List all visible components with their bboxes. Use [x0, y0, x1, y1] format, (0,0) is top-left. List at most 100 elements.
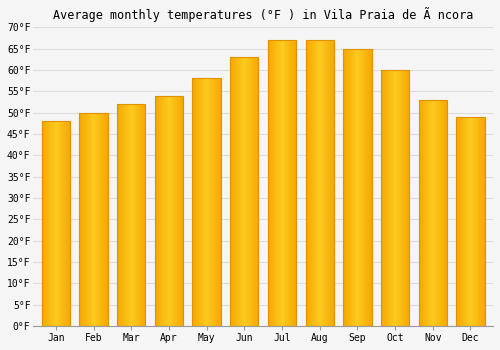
Bar: [54, 121, 56, 326]
Bar: [290, 40, 291, 326]
Bar: [328, 40, 330, 326]
Bar: [204, 78, 205, 326]
Bar: [386, 70, 387, 326]
Bar: [80, 113, 108, 326]
Bar: [139, 104, 140, 326]
Bar: [235, 57, 236, 326]
Bar: [133, 104, 134, 326]
Bar: [441, 100, 442, 326]
Bar: [390, 70, 391, 326]
Bar: [253, 57, 254, 326]
Bar: [434, 100, 435, 326]
Bar: [306, 40, 334, 326]
Bar: [442, 100, 443, 326]
Bar: [81, 113, 82, 326]
Bar: [283, 40, 284, 326]
Bar: [460, 117, 461, 326]
Bar: [157, 96, 158, 326]
Bar: [106, 113, 107, 326]
Bar: [321, 40, 322, 326]
Bar: [446, 100, 447, 326]
Bar: [182, 96, 183, 326]
Bar: [246, 57, 247, 326]
Bar: [144, 104, 145, 326]
Bar: [135, 104, 136, 326]
Bar: [142, 104, 143, 326]
Bar: [423, 100, 424, 326]
Bar: [201, 78, 202, 326]
Bar: [61, 121, 62, 326]
Bar: [128, 104, 129, 326]
Bar: [49, 121, 50, 326]
Bar: [42, 121, 70, 326]
Bar: [209, 78, 210, 326]
Bar: [479, 117, 480, 326]
Bar: [129, 104, 130, 326]
Bar: [389, 70, 390, 326]
Bar: [280, 40, 281, 326]
Bar: [384, 70, 385, 326]
Bar: [295, 40, 296, 326]
Bar: [364, 49, 366, 326]
Bar: [211, 78, 212, 326]
Bar: [143, 104, 144, 326]
Bar: [457, 117, 458, 326]
Bar: [475, 117, 476, 326]
Bar: [69, 121, 70, 326]
Bar: [399, 70, 400, 326]
Bar: [169, 96, 170, 326]
Bar: [137, 104, 138, 326]
Bar: [215, 78, 216, 326]
Bar: [198, 78, 200, 326]
Bar: [100, 113, 101, 326]
Bar: [52, 121, 53, 326]
Bar: [391, 70, 392, 326]
Bar: [422, 100, 423, 326]
Bar: [311, 40, 312, 326]
Bar: [213, 78, 214, 326]
Bar: [216, 78, 217, 326]
Bar: [83, 113, 84, 326]
Bar: [458, 117, 459, 326]
Bar: [436, 100, 438, 326]
Bar: [140, 104, 141, 326]
Bar: [118, 104, 119, 326]
Bar: [134, 104, 135, 326]
Bar: [196, 78, 197, 326]
Bar: [59, 121, 60, 326]
Bar: [234, 57, 235, 326]
Bar: [350, 49, 351, 326]
Bar: [194, 78, 196, 326]
Bar: [327, 40, 328, 326]
Bar: [306, 40, 307, 326]
Bar: [44, 121, 45, 326]
Bar: [125, 104, 126, 326]
Bar: [64, 121, 65, 326]
Bar: [82, 113, 83, 326]
Bar: [89, 113, 90, 326]
Bar: [286, 40, 287, 326]
Bar: [323, 40, 324, 326]
Bar: [248, 57, 249, 326]
Bar: [343, 49, 372, 326]
Bar: [343, 49, 344, 326]
Bar: [273, 40, 274, 326]
Bar: [205, 78, 206, 326]
Bar: [173, 96, 174, 326]
Bar: [208, 78, 209, 326]
Bar: [478, 117, 479, 326]
Bar: [476, 117, 477, 326]
Bar: [141, 104, 142, 326]
Bar: [398, 70, 399, 326]
Bar: [443, 100, 444, 326]
Bar: [388, 70, 389, 326]
Bar: [456, 117, 457, 326]
Bar: [468, 117, 469, 326]
Bar: [122, 104, 124, 326]
Bar: [156, 96, 157, 326]
Bar: [349, 49, 350, 326]
Bar: [145, 104, 146, 326]
Bar: [58, 121, 59, 326]
Bar: [178, 96, 179, 326]
Bar: [268, 40, 296, 326]
